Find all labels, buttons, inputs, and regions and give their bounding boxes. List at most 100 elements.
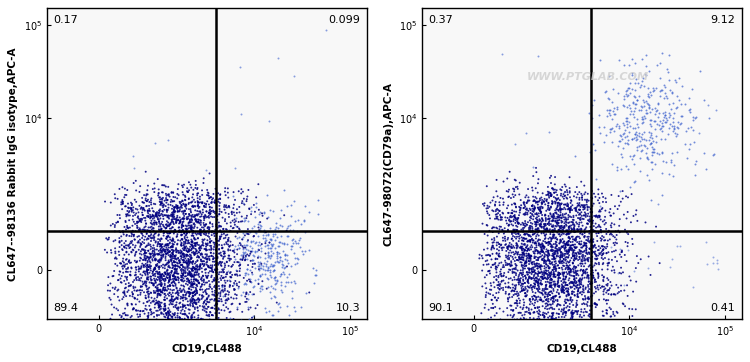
- Point: [584, 251, 596, 257]
- Point: [579, 293, 591, 299]
- Point: [550, 282, 562, 288]
- Point: [534, 319, 546, 324]
- Point: [526, 275, 538, 281]
- Point: [182, 185, 194, 191]
- Point: [142, 233, 154, 239]
- Point: [550, 263, 562, 269]
- Point: [104, 281, 116, 286]
- Point: [546, 256, 558, 262]
- Point: [127, 332, 139, 338]
- Point: [178, 247, 190, 253]
- Point: [607, 86, 619, 92]
- Point: [236, 231, 248, 236]
- Point: [548, 294, 560, 299]
- Point: [162, 231, 174, 236]
- Point: [204, 236, 216, 242]
- Point: [508, 312, 520, 317]
- Point: [166, 314, 178, 320]
- Point: [503, 261, 515, 267]
- Point: [514, 252, 526, 258]
- Point: [635, 79, 647, 84]
- Point: [172, 319, 184, 325]
- Point: [164, 270, 176, 276]
- Point: [550, 253, 562, 258]
- Point: [189, 292, 201, 298]
- Point: [206, 320, 218, 326]
- Point: [565, 269, 577, 274]
- Point: [548, 234, 560, 240]
- Point: [238, 242, 250, 248]
- Point: [536, 270, 548, 275]
- Point: [299, 203, 311, 209]
- Point: [268, 275, 280, 281]
- Point: [586, 195, 598, 201]
- Point: [566, 219, 578, 225]
- Point: [550, 241, 562, 247]
- Point: [157, 213, 169, 219]
- Point: [511, 234, 523, 240]
- Point: [561, 203, 573, 209]
- Point: [243, 206, 255, 211]
- Point: [704, 115, 716, 121]
- Point: [531, 199, 543, 205]
- Point: [511, 245, 523, 251]
- Point: [521, 320, 533, 325]
- Point: [202, 254, 214, 260]
- Point: [549, 281, 561, 287]
- Point: [153, 194, 165, 200]
- Point: [268, 274, 280, 279]
- Point: [166, 256, 178, 261]
- Point: [482, 290, 494, 296]
- Point: [206, 194, 218, 200]
- Point: [546, 224, 558, 230]
- Point: [492, 240, 504, 245]
- Point: [560, 279, 572, 285]
- Point: [211, 254, 223, 260]
- Point: [194, 230, 206, 236]
- Point: [554, 217, 566, 223]
- Point: [211, 265, 223, 271]
- Point: [511, 250, 523, 256]
- Point: [529, 206, 541, 211]
- Point: [177, 302, 189, 307]
- Point: [179, 303, 191, 309]
- Point: [592, 243, 604, 249]
- Point: [125, 249, 137, 254]
- Point: [142, 214, 154, 219]
- Point: [631, 116, 643, 122]
- Point: [527, 324, 539, 329]
- Point: [630, 207, 642, 213]
- Point: [168, 212, 180, 218]
- Point: [619, 227, 631, 232]
- Point: [507, 228, 519, 233]
- Point: [542, 291, 554, 297]
- Point: [522, 279, 534, 285]
- Point: [218, 231, 230, 237]
- Point: [664, 88, 676, 93]
- Point: [494, 320, 506, 326]
- Point: [164, 274, 176, 279]
- Point: [566, 202, 578, 208]
- Point: [229, 220, 241, 226]
- Point: [567, 242, 579, 248]
- Point: [233, 234, 245, 240]
- Point: [630, 137, 642, 143]
- Point: [521, 248, 533, 254]
- Point: [118, 224, 130, 230]
- Point: [129, 253, 141, 258]
- Point: [547, 299, 559, 305]
- Point: [512, 249, 524, 255]
- Point: [166, 270, 178, 275]
- Point: [189, 216, 201, 222]
- Point: [556, 287, 568, 292]
- Point: [204, 327, 216, 332]
- Point: [202, 273, 214, 278]
- Point: [170, 215, 182, 221]
- Point: [529, 300, 541, 306]
- Point: [166, 265, 178, 271]
- Point: [115, 360, 127, 362]
- Point: [193, 280, 205, 286]
- Point: [247, 252, 259, 258]
- Point: [580, 319, 592, 325]
- Point: [505, 312, 517, 318]
